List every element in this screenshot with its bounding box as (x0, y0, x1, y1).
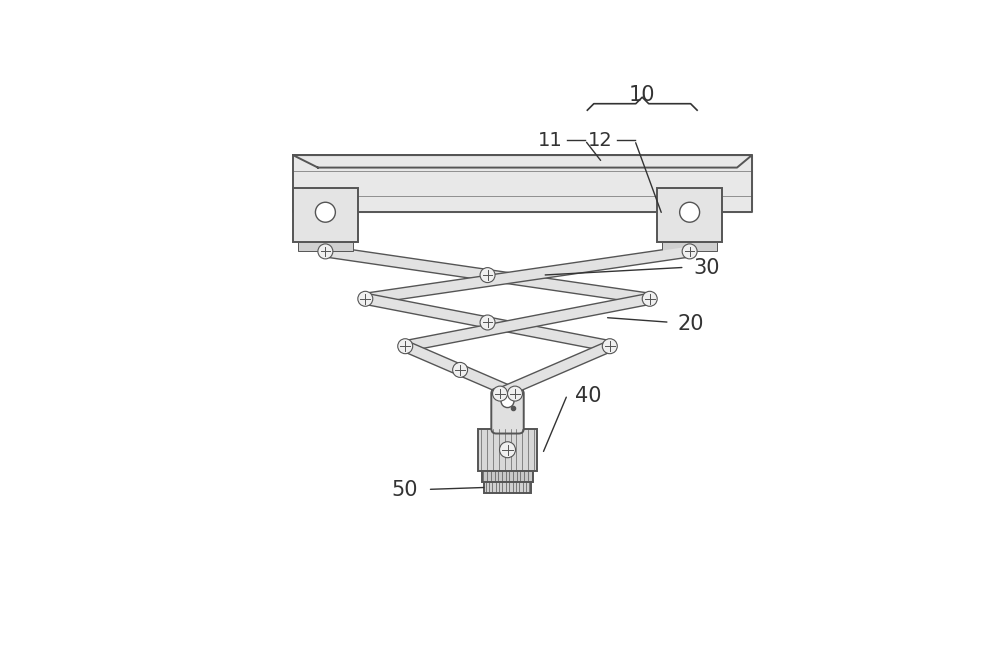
Circle shape (682, 244, 697, 259)
Circle shape (398, 339, 413, 354)
Circle shape (318, 244, 333, 259)
Circle shape (602, 339, 617, 354)
Circle shape (501, 395, 514, 408)
Bar (484, 482, 531, 493)
Circle shape (508, 386, 522, 401)
Text: 12: 12 (588, 131, 612, 150)
Text: 50: 50 (391, 480, 418, 500)
Circle shape (500, 442, 515, 457)
Bar (482, 471, 533, 482)
Bar (293, 187, 358, 242)
Circle shape (480, 268, 495, 283)
Circle shape (315, 202, 335, 222)
Text: 30: 30 (693, 259, 720, 279)
Circle shape (642, 292, 657, 307)
Text: 40: 40 (575, 386, 601, 406)
Circle shape (680, 202, 700, 222)
FancyBboxPatch shape (491, 389, 524, 434)
Bar (662, 242, 717, 251)
Text: 20: 20 (677, 314, 704, 334)
Bar (298, 242, 353, 251)
Polygon shape (293, 155, 752, 213)
Bar (478, 428, 537, 471)
Circle shape (453, 362, 468, 377)
Circle shape (493, 386, 508, 401)
Text: 11: 11 (538, 131, 562, 150)
Polygon shape (293, 155, 752, 168)
Circle shape (480, 315, 495, 330)
Circle shape (358, 292, 373, 307)
Bar (657, 187, 722, 242)
Text: 10: 10 (629, 86, 655, 105)
